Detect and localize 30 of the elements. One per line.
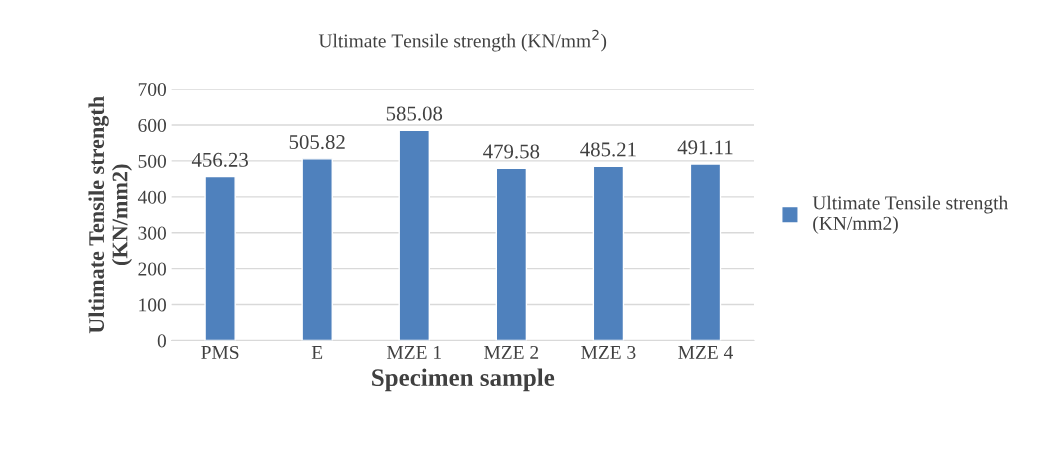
y-tick-label: 600 bbox=[138, 118, 166, 132]
x-tick-label: MZE 3 bbox=[581, 345, 636, 360]
y-tick-label: 200 bbox=[138, 262, 166, 276]
x-axis-title: Specimen sample bbox=[372, 368, 555, 392]
x-tick-label: MZE 1 bbox=[387, 345, 441, 359]
y-tick-label: 400 bbox=[137, 190, 166, 204]
x-tick-label: PMS bbox=[201, 345, 239, 360]
x-tick-label: MZE 2 bbox=[484, 345, 539, 359]
data-label: 585.08 bbox=[386, 106, 443, 121]
y-tick-label: 700 bbox=[138, 82, 166, 97]
x-tick-label: MZE 4 bbox=[678, 346, 733, 359]
bar bbox=[204, 175, 236, 341]
data-label: 485.21 bbox=[580, 142, 636, 157]
bar bbox=[592, 165, 625, 341]
y-tick-label: 300 bbox=[138, 226, 166, 240]
y-tick-label: 500 bbox=[138, 154, 166, 168]
x-tick-label: E bbox=[311, 346, 323, 359]
y-tick-label: 100 bbox=[139, 298, 166, 312]
legend-label: Ultimate Tensile strength (KN/mm2) bbox=[812, 195, 1008, 234]
bar bbox=[495, 167, 528, 341]
bar bbox=[301, 158, 333, 341]
data-label: 505.82 bbox=[289, 134, 345, 150]
data-label: 456.23 bbox=[191, 152, 248, 167]
y-tick-label: 0 bbox=[157, 334, 166, 348]
data-label: 479.58 bbox=[483, 144, 540, 159]
bar bbox=[689, 163, 722, 341]
data-label: 491.11 bbox=[677, 140, 733, 155]
bar bbox=[398, 129, 431, 341]
chart-title: Ultimate Tensile strength (KN/mm$^{2}$) bbox=[318, 29, 607, 52]
y-axis-title: Ultimate Tensile strength (KN/mm2) bbox=[88, 96, 133, 334]
